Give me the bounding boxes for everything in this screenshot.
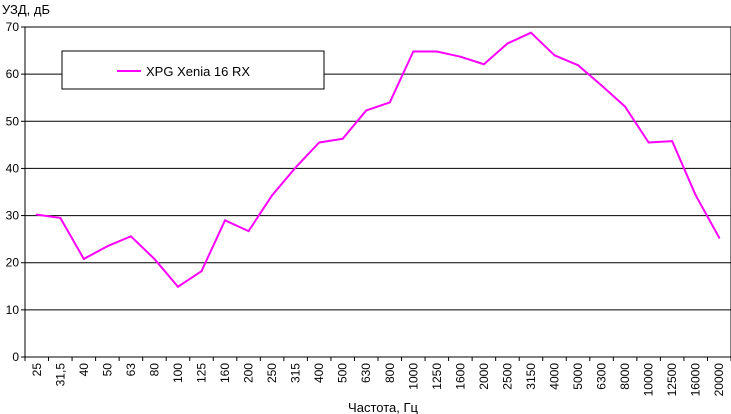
y-tick-label: 70 (6, 20, 20, 34)
data-point (294, 166, 297, 169)
x-tick-label: 31,5 (53, 363, 67, 387)
data-point (153, 257, 156, 260)
x-tick-label: 4000 (548, 363, 562, 390)
x-tick-label: 16000 (689, 363, 703, 397)
y-tick-label: 30 (6, 209, 20, 223)
data-point (247, 230, 250, 233)
y-axis-ticks: 0 10 20 30 40 50 60 70 (6, 20, 25, 364)
data-point (388, 101, 391, 104)
data-point (176, 285, 179, 288)
data-point (671, 140, 674, 143)
x-tick-label: 40 (77, 363, 91, 377)
legend-box (61, 50, 325, 90)
data-point (341, 137, 344, 140)
data-point (129, 235, 132, 238)
x-tick-label: 1000 (406, 363, 420, 390)
y-tick-label: 40 (6, 161, 20, 175)
data-point (482, 63, 485, 66)
y-tick-label: 60 (6, 67, 20, 81)
x-tick-label: 800 (383, 363, 397, 383)
x-tick-label: 125 (195, 363, 209, 383)
data-point (459, 55, 462, 58)
x-tick-label: 630 (359, 363, 373, 383)
x-tick-label: 315 (289, 363, 303, 383)
series-group (35, 31, 721, 288)
x-tick-label: 12500 (665, 363, 679, 397)
data-point (577, 64, 580, 67)
data-point (412, 50, 415, 53)
x-tick-label: 100 (171, 363, 185, 383)
legend: XPG Xenia 16 RX (61, 50, 325, 90)
data-point (59, 216, 62, 219)
x-tick-label: 8000 (618, 363, 632, 390)
data-point (529, 31, 532, 34)
data-point (35, 213, 38, 216)
data-point (718, 236, 721, 239)
x-tick-label: 5000 (571, 363, 585, 390)
gridlines (25, 73, 731, 311)
x-tick-label: 1250 (430, 363, 444, 390)
data-point (435, 50, 438, 53)
data-point (553, 54, 556, 57)
x-tick-label: 3150 (524, 363, 538, 390)
y-tick-label: 50 (6, 114, 20, 128)
legend-label: XPG Xenia 16 RX (146, 64, 250, 79)
data-point (600, 84, 603, 87)
x-tick-label: 1600 (453, 363, 467, 390)
x-tick-label: 25 (30, 363, 44, 377)
x-tick-label: 10000 (642, 363, 656, 397)
y-tick-label: 10 (6, 303, 20, 317)
data-point (624, 105, 627, 108)
data-point (694, 194, 697, 197)
x-tick-label: 250 (265, 363, 279, 383)
x-tick-label: 200 (242, 363, 256, 383)
y-axis-label: УЗД, дБ (2, 2, 50, 17)
x-axis-ticks: 25 31,5 40 50 63 80 100 125 160 200 250 315 400 500 63… (24, 357, 731, 397)
y-tick-label: 20 (6, 256, 20, 270)
x-tick-label: 20000 (712, 363, 726, 397)
x-tick-label: 2000 (477, 363, 491, 390)
x-tick-label: 2500 (500, 363, 514, 390)
x-tick-label: 160 (218, 363, 232, 383)
y-tick-label: 0 (12, 350, 19, 364)
series-line (36, 31, 721, 288)
data-point (82, 257, 85, 260)
x-axis-label: Частота, Гц (348, 400, 418, 414)
x-tick-label: 500 (336, 363, 350, 383)
data-point (506, 42, 509, 45)
data-point (106, 245, 109, 248)
data-point (318, 141, 321, 144)
x-tick-label: 400 (312, 363, 326, 383)
data-point (365, 109, 368, 112)
data-point (200, 270, 203, 273)
x-tick-label: 6300 (595, 363, 609, 390)
x-tick-label: 50 (100, 363, 114, 377)
x-tick-label: 63 (124, 363, 138, 377)
data-point (647, 141, 650, 144)
data-point (224, 219, 227, 222)
x-tick-label: 80 (147, 363, 161, 377)
data-point (271, 194, 274, 197)
